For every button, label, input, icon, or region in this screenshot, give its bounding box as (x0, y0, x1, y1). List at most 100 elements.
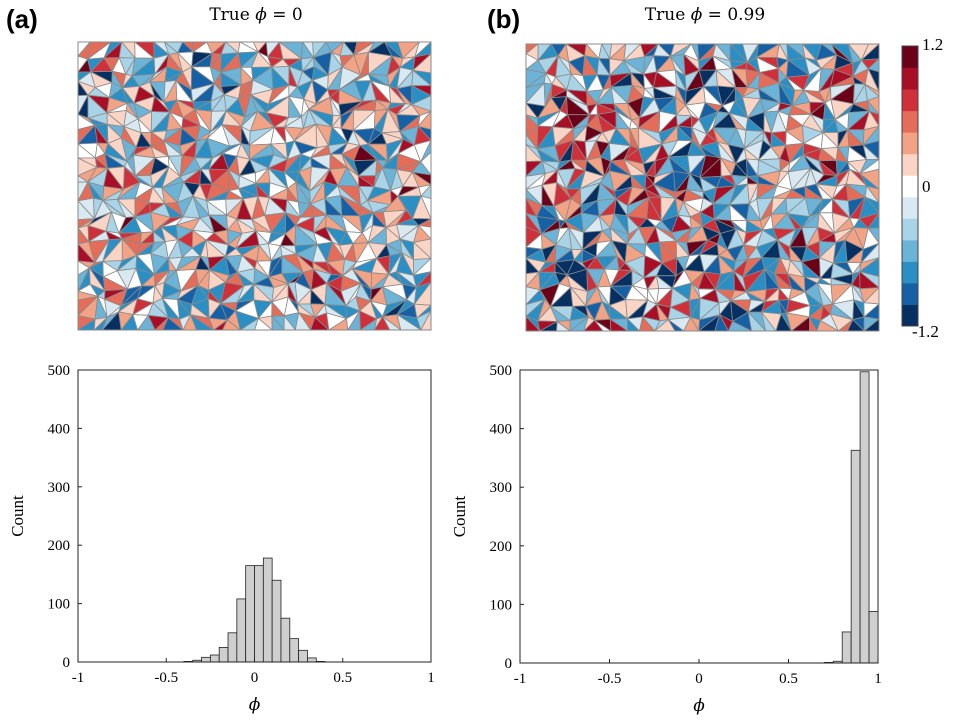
panel-label-b: (b) (487, 4, 520, 34)
histogram-bar (236, 598, 247, 663)
map-cell (271, 314, 285, 330)
map-cell (420, 310, 431, 330)
colorbar-segment (902, 132, 918, 155)
map-title-a: True ϕ = 0 (209, 5, 302, 25)
y-tick-label: 200 (490, 539, 513, 555)
y-axis-label: Count (8, 495, 27, 537)
histogram-bar (307, 657, 317, 663)
x-tick-label: -0.5 (598, 671, 622, 687)
map-cell (747, 310, 767, 331)
map-cell (222, 319, 241, 330)
histogram-bar (859, 371, 870, 664)
map-cell (594, 319, 612, 331)
map-cell (294, 311, 312, 330)
x-tick-label: -1 (72, 670, 85, 686)
histogram-b: -1 -0.5 0 0.5 1 0 100 200 300 400 500 ϕ Count (450, 363, 882, 716)
colorbar-segment (902, 67, 918, 90)
y-tick-label: 100 (490, 597, 513, 613)
map-b (526, 44, 879, 331)
colorbar-segment (902, 304, 918, 327)
map-b-frame (525, 43, 880, 332)
map-cell (761, 311, 777, 331)
x-tick-label: 0.5 (779, 671, 798, 687)
colorbar-bottom-label: -1.2 (912, 322, 939, 341)
colorbar-frame (901, 45, 919, 327)
colorbar-segment (902, 261, 918, 284)
map-title-b: True ϕ = 0.99 (645, 5, 765, 25)
plot-area (519, 369, 879, 664)
map-cell (809, 316, 818, 331)
histogram-bar (289, 638, 300, 663)
histogram-bar (280, 617, 291, 663)
histogram-bar (262, 557, 273, 663)
map-cell (556, 320, 571, 331)
map-cell (683, 316, 700, 331)
x-axis-label: ϕ (249, 695, 261, 715)
colorbar-segment (902, 196, 918, 219)
histogram-a: -1 -0.5 0 0.5 1 0 100 200 300 400 500 ϕ Count (8, 363, 435, 715)
map-cell (283, 314, 296, 330)
y-tick-label: 300 (490, 480, 513, 496)
colorbar-segment (902, 175, 918, 198)
histogram-bar (218, 647, 229, 663)
map-cell (526, 315, 541, 331)
colorbar-mid-label: 0 (922, 177, 931, 196)
histogram-bar (868, 611, 879, 664)
map-cell (667, 319, 685, 331)
map-cell (396, 313, 422, 330)
x-tick-label: 1 (427, 670, 435, 686)
colorbar-segment (902, 110, 918, 133)
map-cell (609, 318, 629, 331)
y-tick-label: 500 (490, 363, 513, 379)
histogram-bar (298, 649, 308, 663)
map-cell (863, 318, 879, 331)
y-tick-label: 500 (48, 363, 71, 379)
x-axis-label: ϕ (693, 696, 705, 716)
map-cell (639, 316, 656, 331)
colorbar-segment (902, 218, 918, 241)
map-cell (254, 317, 273, 330)
histogram-bar (245, 565, 255, 663)
y-tick-label: 400 (48, 421, 71, 437)
map-cell (714, 313, 729, 331)
map-cell (816, 319, 840, 331)
map-cell (382, 316, 402, 330)
map-cell (847, 319, 865, 331)
histogram-bar (271, 579, 282, 663)
colorbar-top-label: 1.2 (922, 35, 943, 54)
colorbar (901, 45, 919, 327)
x-tick-label: 0.5 (333, 670, 352, 686)
map-a (78, 42, 431, 330)
x-tick-label: 0 (695, 671, 703, 687)
y-tick-label: 200 (48, 538, 71, 554)
y-tick-label: 400 (490, 422, 513, 438)
map-cell (626, 317, 641, 331)
y-axis-label: Count (450, 495, 469, 537)
y-tick-label: 100 (48, 597, 71, 613)
map-cell (727, 320, 752, 331)
x-tick-label: 0 (251, 670, 259, 686)
histogram-bar (227, 632, 238, 663)
y-tick-label: 300 (48, 480, 71, 496)
histogram-bar (850, 449, 861, 664)
y-tick-label: 0 (63, 655, 71, 671)
map-a-frame (77, 41, 432, 331)
colorbar-segment (902, 46, 918, 69)
histogram-bar (841, 631, 852, 664)
map-cell (310, 316, 330, 330)
colorbar-segment (902, 153, 918, 176)
y-tick-label: 0 (505, 656, 513, 672)
map-cell (775, 313, 792, 331)
histogram-bar (201, 656, 211, 663)
map-cell (162, 317, 184, 330)
histogram-bar (254, 565, 264, 663)
x-tick-label: -0.5 (154, 670, 178, 686)
panel-label-a: (a) (6, 4, 38, 34)
colorbar-segment (902, 282, 918, 305)
colorbar-segment (902, 239, 918, 262)
x-tick-label: 1 (874, 671, 882, 687)
x-tick-label: -1 (514, 671, 527, 687)
colorbar-segment (902, 89, 918, 112)
histogram-bar (209, 654, 220, 663)
